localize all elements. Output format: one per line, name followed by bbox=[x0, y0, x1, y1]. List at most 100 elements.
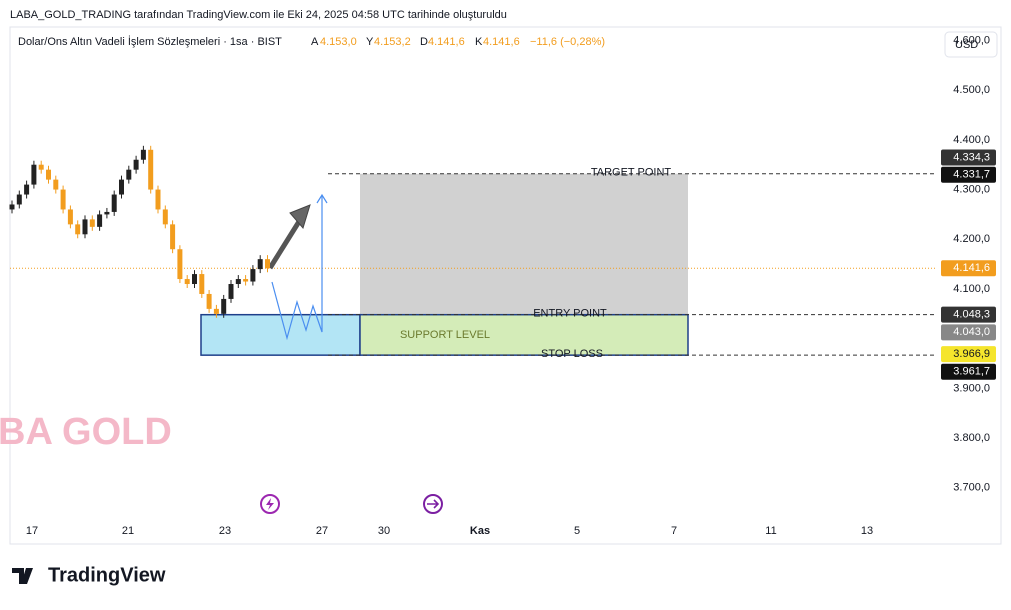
close-key: K bbox=[475, 36, 483, 48]
low: 4.141,6 bbox=[428, 36, 465, 48]
candle-body bbox=[184, 279, 190, 285]
price-tag bbox=[941, 166, 996, 183]
candle-body bbox=[235, 279, 241, 285]
y-tick-label: 4.100,0 bbox=[953, 283, 990, 295]
price-tag bbox=[941, 306, 996, 323]
price-tag bbox=[941, 346, 996, 363]
candle-body bbox=[148, 149, 154, 190]
candle-body bbox=[213, 308, 219, 314]
brand: TradingView bbox=[48, 564, 166, 586]
candle-body bbox=[89, 219, 95, 227]
event-icon-bolt bbox=[266, 498, 274, 510]
x-tick-label: 13 bbox=[861, 525, 873, 537]
y-tick-label: 4.300,0 bbox=[953, 183, 990, 195]
candle-body bbox=[170, 224, 176, 250]
x-tick-label: 17 bbox=[26, 525, 38, 537]
candle-body bbox=[31, 164, 37, 185]
candle-body bbox=[228, 284, 234, 299]
currency-button[interactable] bbox=[944, 31, 998, 58]
candle-body bbox=[206, 293, 212, 309]
candle-body bbox=[46, 169, 51, 180]
candle-body bbox=[60, 189, 66, 210]
brand-logo bbox=[12, 568, 33, 584]
projection-arrowhead bbox=[316, 193, 328, 204]
candle-body bbox=[119, 179, 124, 195]
candle-body bbox=[250, 269, 256, 282]
legend: Dolar/Ons Altın Vadeli İşlem Sözleşmeler… bbox=[18, 35, 605, 48]
change: −11,6 (−0,28%) bbox=[530, 36, 605, 48]
candle-body bbox=[24, 184, 30, 195]
candle-body bbox=[82, 219, 88, 235]
price-tag-label: 4.331,7 bbox=[953, 169, 990, 181]
support-zone bbox=[200, 313, 361, 356]
candle-body bbox=[133, 159, 139, 170]
symbol: Dolar/Ons Altın Vadeli İşlem Sözleşmeler… bbox=[18, 35, 282, 48]
candle-body bbox=[53, 179, 59, 190]
price-tag-label: 4.048,3 bbox=[953, 309, 990, 321]
candle-body bbox=[16, 194, 22, 205]
candle-body bbox=[257, 259, 263, 270]
level-label: TARGET POINT bbox=[591, 167, 672, 179]
chart-frame bbox=[9, 26, 1002, 545]
price-tag-label: 3.966,9 bbox=[953, 348, 990, 360]
projection-path bbox=[271, 196, 323, 341]
header: LABA_GOLD_TRADING tarafından TradingView… bbox=[10, 9, 507, 21]
high-key: Y bbox=[366, 36, 374, 48]
price-tag bbox=[941, 363, 996, 380]
y-tick-label: 4.400,0 bbox=[953, 134, 990, 146]
x-tick-label: 11 bbox=[765, 525, 776, 537]
candle-body bbox=[199, 274, 205, 294]
x-tick-label: 27 bbox=[316, 525, 328, 537]
event-icon[interactable] bbox=[423, 494, 443, 514]
y-tick-label: 4.600,0 bbox=[953, 34, 990, 46]
candle-body bbox=[75, 224, 81, 235]
candle-body bbox=[126, 169, 132, 180]
x-tick-label: 30 bbox=[378, 525, 390, 537]
open-key: A bbox=[311, 36, 319, 48]
candle-body bbox=[38, 164, 44, 170]
y-tick-label: 3.900,0 bbox=[953, 382, 990, 394]
candle-body bbox=[177, 249, 183, 280]
event-icon[interactable] bbox=[260, 494, 280, 514]
candle-body bbox=[192, 274, 197, 285]
candle-body bbox=[140, 149, 146, 160]
candle-body bbox=[97, 214, 103, 227]
price-tag bbox=[941, 149, 996, 166]
candle-body bbox=[155, 189, 161, 210]
price-tag-label: 3.961,7 bbox=[953, 366, 990, 378]
level-label: STOP LOSS bbox=[541, 348, 603, 360]
x-tick-label: 23 bbox=[219, 525, 231, 537]
low-key: D bbox=[420, 36, 428, 48]
open: 4.153,0 bbox=[320, 36, 357, 48]
event-icon-arrow bbox=[427, 499, 440, 509]
target-zone bbox=[360, 173, 688, 315]
candle-body bbox=[111, 194, 117, 212]
level-label: ENTRY POINT bbox=[533, 308, 607, 320]
watermark: BA GOLD bbox=[0, 411, 172, 453]
high: 4.153,2 bbox=[374, 36, 411, 48]
candle-body bbox=[67, 209, 73, 225]
price-tag bbox=[941, 324, 996, 341]
candle-body bbox=[265, 259, 270, 269]
close: 4.141,6 bbox=[483, 36, 520, 48]
x-tick-label: Kas bbox=[470, 525, 490, 537]
trend-arrow bbox=[267, 218, 303, 270]
y-tick-label: 3.700,0 bbox=[953, 482, 990, 494]
candle-body bbox=[243, 279, 249, 282]
candles bbox=[9, 145, 270, 318]
support-label: SUPPORT LEVEL bbox=[400, 329, 490, 341]
price-tag-label: 4.334,3 bbox=[953, 151, 990, 163]
candle-body bbox=[162, 209, 168, 225]
candle-body bbox=[9, 204, 15, 210]
price-tag bbox=[941, 260, 996, 277]
x-tick-label: 21 bbox=[122, 525, 134, 537]
candle-body bbox=[104, 211, 110, 215]
x-tick-label: 5 bbox=[574, 525, 580, 537]
y-tick-label: 4.200,0 bbox=[953, 233, 990, 245]
price-tag-label: 4.141,6 bbox=[953, 262, 990, 274]
trend-arrowhead bbox=[289, 204, 311, 230]
price-tag-label: 4.043,0 bbox=[953, 326, 990, 338]
currency-label: USD bbox=[955, 39, 978, 51]
